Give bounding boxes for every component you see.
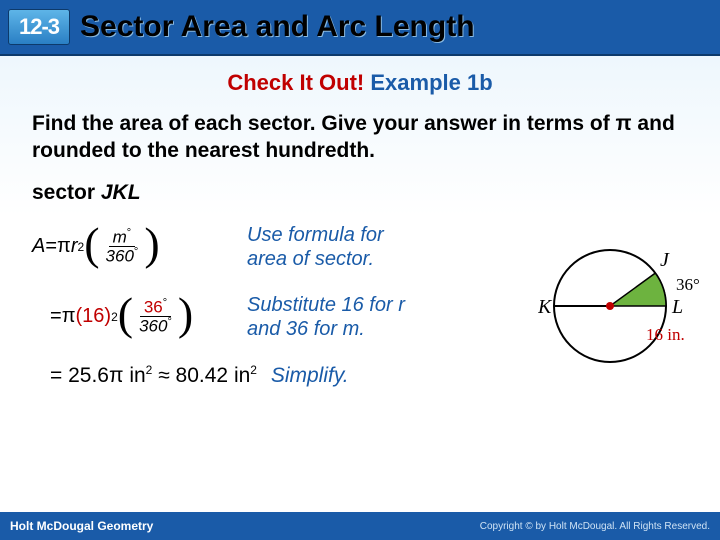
explain-1-line2: area of sector. bbox=[247, 247, 384, 271]
explain-2-line2: and 36 for m. bbox=[247, 317, 405, 341]
explain-2: Substitute 16 for r and 36 for m. bbox=[247, 293, 405, 341]
lesson-header: 12-3 Sector Area and Arc Length bbox=[0, 0, 720, 56]
center-dot bbox=[606, 302, 614, 310]
example-label: Example 1b bbox=[370, 70, 492, 95]
pi-3: π bbox=[109, 364, 124, 387]
equals-1: = bbox=[45, 235, 57, 258]
var-A: A bbox=[32, 235, 45, 258]
radius-label: 16 in. bbox=[646, 325, 685, 344]
frac1-den: 360 bbox=[106, 247, 134, 266]
explain-1: Use formula for area of sector. bbox=[247, 223, 384, 271]
footer-copyright: Copyright © by Holt McDougal. All Rights… bbox=[480, 521, 710, 532]
frac1-num: m bbox=[113, 227, 127, 246]
label-L: L bbox=[671, 296, 683, 318]
simplify-label: Simplify. bbox=[271, 364, 349, 387]
equals-2: = bbox=[50, 305, 62, 328]
sector-label-prefix: sector bbox=[32, 181, 101, 204]
sq-1: 2 bbox=[78, 240, 85, 254]
result-val1: = 25.6 bbox=[50, 364, 109, 387]
formula-2: = π (16)2 ( 36° 360° ) bbox=[32, 298, 247, 336]
result-approx: ≈ 80.42 in bbox=[152, 364, 250, 387]
fraction-2: 36° 360° bbox=[135, 298, 176, 336]
pi-1: π bbox=[57, 235, 71, 258]
label-K: K bbox=[538, 296, 553, 318]
formula-1: A = π r2 ( m° 360° ) bbox=[32, 228, 247, 266]
rparen-1: ) bbox=[144, 226, 159, 263]
fraction-1: m° 360° bbox=[102, 228, 143, 266]
label-J: J bbox=[660, 249, 670, 271]
subheader: Check It Out! Example 1b bbox=[0, 70, 720, 96]
angle-label: 36° bbox=[676, 275, 700, 294]
sq-2: 2 bbox=[111, 310, 118, 324]
sub-radius: (16) bbox=[76, 305, 112, 328]
sector-label: sector JKL bbox=[32, 181, 688, 205]
pi-2: π bbox=[62, 305, 76, 328]
sector-fill bbox=[610, 273, 666, 306]
lparen-2: ( bbox=[118, 296, 133, 333]
check-it-out-label: Check It Out! bbox=[227, 70, 364, 95]
footer-brand: Holt McDougal Geometry bbox=[10, 519, 153, 533]
unit1: in bbox=[123, 364, 145, 387]
rparen-2: ) bbox=[178, 296, 193, 333]
problem-prompt: Find the area of each sector. Give your … bbox=[32, 110, 688, 165]
circle-diagram: J K L 36° 16 in. bbox=[538, 228, 708, 388]
explain-1-line1: Use formula for bbox=[247, 223, 384, 247]
explain-2-line1: Substitute 16 for r bbox=[247, 293, 405, 317]
section-number-badge: 12-3 bbox=[8, 9, 70, 45]
sector-name: JKL bbox=[101, 181, 141, 204]
frac2-den: 360 bbox=[139, 317, 167, 336]
var-r: r bbox=[71, 235, 78, 258]
lparen-1: ( bbox=[84, 226, 99, 263]
frac2-num: 36 bbox=[144, 297, 163, 316]
footer-bar: Holt McDougal Geometry Copyright © by Ho… bbox=[0, 512, 720, 540]
lesson-title: Sector Area and Arc Length bbox=[80, 10, 475, 44]
